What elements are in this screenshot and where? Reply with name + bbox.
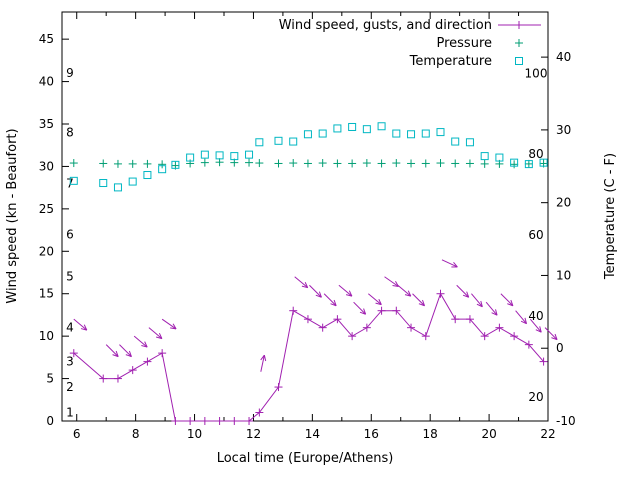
y-left-axis-title: Wind speed (kn - Beaufort) — [5, 128, 20, 303]
y-left-tick-label: 25 — [39, 202, 54, 216]
y-right-tick-label: 40 — [556, 50, 571, 64]
y-left-tick-label: 45 — [39, 32, 54, 46]
plot-border — [61, 11, 549, 422]
y-right-tick-label: -10 — [556, 414, 576, 428]
beaufort-label: 6 — [66, 227, 74, 241]
legend-label-temperature: Temperature — [409, 54, 492, 69]
beaufort-label: 5 — [66, 270, 74, 284]
y-left-tick-label: 40 — [39, 75, 54, 89]
x-tick-label: 6 — [73, 427, 81, 441]
pressure-series — [69, 158, 548, 170]
y-right-tick-label: 20 — [556, 196, 571, 210]
y-left-tick-label: 20 — [39, 244, 54, 258]
x-axis-title: Local time (Europe/Athens) — [217, 451, 394, 466]
plot-area: 6 8 10 12 14 16 18 20 22051015202530354045-10010… — [39, 11, 576, 441]
x-tick-label: 20 — [481, 427, 496, 441]
legend-samples — [498, 21, 541, 65]
y-right-tick-label: 10 — [556, 268, 571, 282]
x-tick-label: 14 — [305, 427, 320, 441]
fahrenheit-label: 100 — [525, 66, 548, 80]
y-right-tick-label: 30 — [556, 123, 571, 137]
x-tick-label: 22 — [540, 427, 555, 441]
beaufort-label: 4 — [66, 321, 74, 335]
fahrenheit-label: 20 — [528, 390, 543, 404]
x-tick-label: 18 — [423, 427, 438, 441]
x-tick-label: 10 — [187, 427, 202, 441]
y-right-tick-label: 0 — [556, 341, 564, 355]
y-left-tick-label: 5 — [46, 372, 54, 386]
y-left-tick-label: 35 — [39, 117, 54, 131]
y-right-axis-title: Temperature (C - F) — [603, 153, 618, 280]
x-tick-label: 8 — [132, 427, 140, 441]
x-tick-label: 12 — [246, 427, 261, 441]
beaufort-label: 3 — [66, 355, 74, 369]
beaufort-label: 8 — [66, 125, 74, 139]
y-left-tick-label: 0 — [46, 414, 54, 428]
temperature-series — [69, 122, 548, 192]
wind-speed-series — [69, 289, 548, 425]
beaufort-label: 1 — [66, 406, 74, 420]
legend-label-pressure: Pressure — [436, 36, 492, 51]
beaufort-label: 9 — [66, 66, 74, 80]
legend-label-wind: Wind speed, gusts, and direction — [279, 18, 492, 33]
gusts-series — [73, 259, 558, 372]
fahrenheit-label: 60 — [528, 228, 543, 242]
y-left-tick-label: 30 — [39, 159, 54, 173]
y-left-tick-label: 15 — [39, 287, 54, 301]
y-left-tick-label: 10 — [39, 329, 54, 343]
axes-ticks — [62, 12, 549, 422]
fahrenheit-label: 40 — [528, 309, 543, 323]
beaufort-label: 2 — [66, 380, 74, 394]
x-tick-label: 16 — [364, 427, 379, 441]
fahrenheit-label: 80 — [528, 147, 543, 161]
tick-labels: 6 8 10 12 14 16 18 20 22051015202530354045-10010… — [39, 32, 576, 441]
